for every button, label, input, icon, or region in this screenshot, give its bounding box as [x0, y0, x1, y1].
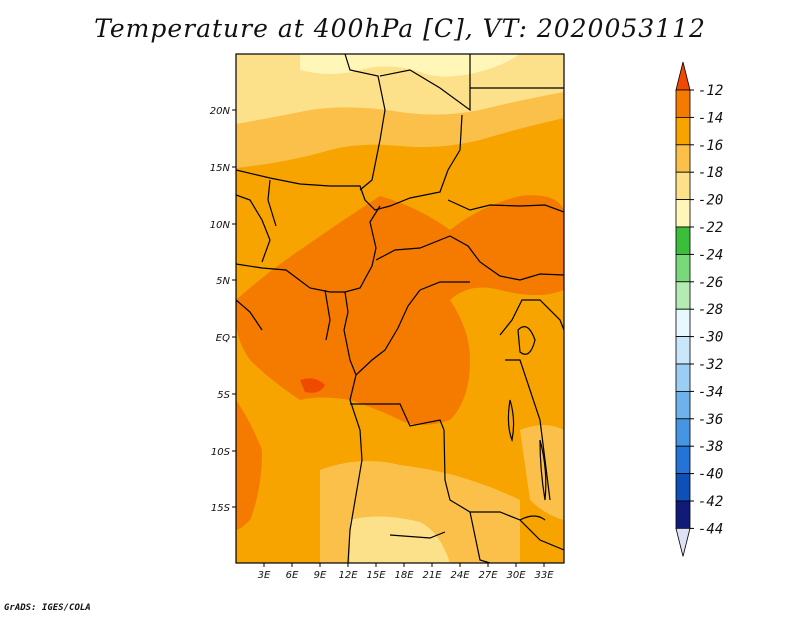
colorbar-label: -22 — [698, 220, 723, 236]
colorbar: -12 -14 -16 -18 -20 -22 -24 -26 -28 -30 -32 -34 -36 -… — [675, 61, 723, 557]
lat-axis: 20N 15N 10N 5N EQ 5S 10S 15S — [210, 106, 236, 514]
map-title: Temperature at 400hPa [C], VT: 202005311… — [94, 14, 706, 43]
colorbar-swatch — [675, 336, 691, 365]
colorbar-label: -18 — [698, 165, 723, 181]
colorbar-label: -32 — [698, 357, 723, 373]
colorbar-label: -28 — [698, 302, 723, 318]
colorbar-label: -16 — [698, 138, 723, 154]
colorbar-swatch — [675, 253, 691, 283]
lon-label: 24E — [450, 570, 470, 581]
colorbar-swatch — [675, 281, 691, 310]
lake-outlines — [507, 326, 547, 521]
field-west-14 — [236, 400, 262, 530]
colorbar-swatch — [675, 500, 691, 529]
map-frame — [235, 53, 565, 564]
colorbar-label: -44 — [698, 521, 723, 537]
lon-label: 15E — [366, 570, 386, 581]
colorbar-swatch — [675, 226, 691, 255]
field-central-14 — [236, 195, 564, 425]
colorbar-swatch — [675, 199, 691, 228]
colorbar-swatch — [675, 445, 691, 475]
colorbar-label: -30 — [698, 330, 723, 346]
field-south-20 — [350, 516, 450, 563]
lat-label: 20N — [210, 106, 231, 117]
lat-label: 5N — [216, 276, 230, 287]
colorbar-swatch — [675, 473, 691, 502]
colorbar-label: -40 — [698, 467, 723, 483]
colorbar-label: -36 — [698, 412, 723, 428]
lon-label: 9E — [314, 570, 327, 581]
lon-label: 21E — [422, 570, 442, 581]
temperature-field — [236, 54, 564, 563]
lat-label: 15S — [211, 503, 231, 514]
grads-credit: GrADS: IGES/COLA — [4, 603, 91, 613]
colorbar-label: -38 — [698, 439, 723, 455]
lon-label: 33E — [534, 570, 554, 581]
colorbar-label: -34 — [698, 384, 723, 400]
lon-label: 18E — [394, 570, 414, 581]
colorbar-swatch — [675, 144, 691, 173]
colorbar-swatch — [675, 390, 691, 420]
lon-label: 27E — [478, 570, 498, 581]
field-central-12 — [300, 378, 325, 393]
lon-axis: 3E 6E 9E 12E 15E 18E 21E 24E 27E 30E 33E — [258, 563, 554, 581]
colorbar-label: -24 — [698, 247, 723, 263]
lat-label: 10N — [210, 220, 231, 231]
colorbar-swatch — [675, 308, 691, 338]
colorbar-bottom-arrow — [675, 528, 691, 557]
lon-label: 30E — [506, 570, 526, 581]
country-borders — [236, 54, 564, 563]
lat-label: 15N — [210, 163, 231, 174]
colorbar-swatch — [675, 117, 691, 146]
colorbar-swatch — [675, 89, 691, 118]
colorbar-label: -12 — [698, 83, 723, 99]
lat-label: 10S — [211, 447, 231, 458]
colorbar-label: -26 — [698, 275, 723, 291]
lon-label: 12E — [338, 570, 358, 581]
colorbar-swatch — [675, 418, 691, 447]
lat-label: EQ — [216, 333, 230, 344]
lat-label: 5S — [217, 390, 230, 401]
lon-label: 6E — [286, 570, 299, 581]
colorbar-swatch — [675, 171, 691, 200]
colorbar-label: -20 — [698, 193, 723, 209]
colorbar-label: -14 — [698, 110, 723, 126]
colorbar-label: -42 — [698, 494, 723, 510]
colorbar-top-arrow — [675, 61, 691, 91]
colorbar-swatch — [675, 363, 691, 392]
lon-label: 3E — [258, 570, 271, 581]
